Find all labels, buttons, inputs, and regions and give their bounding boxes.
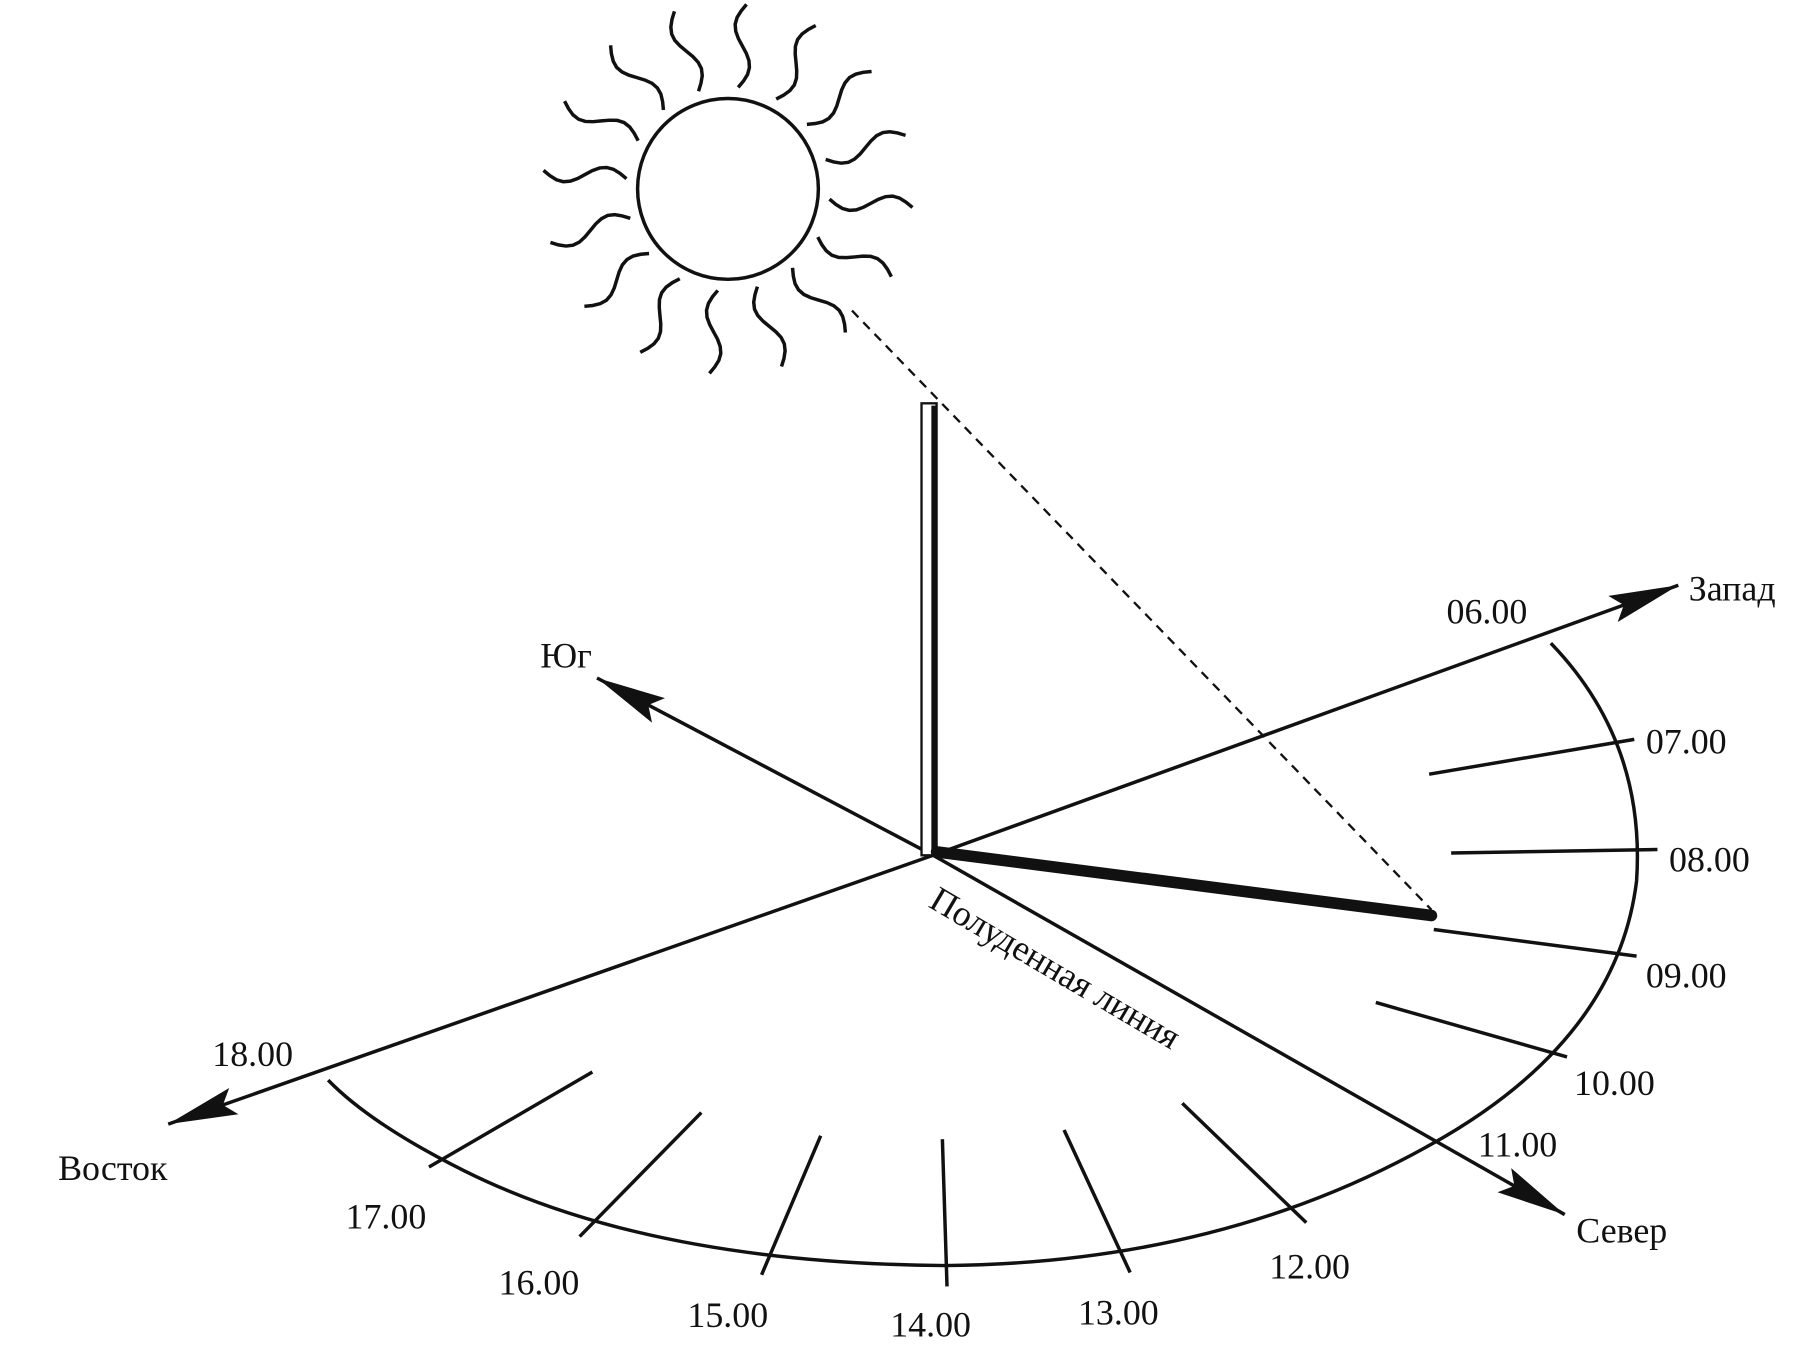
hour-tick — [1375, 1000, 1568, 1059]
gnomon-shadow — [930, 846, 1438, 922]
sun-ray — [733, 3, 752, 89]
hour-tick — [1433, 927, 1637, 958]
direction-label: Север — [1576, 1210, 1667, 1250]
sun-ray — [816, 236, 893, 278]
hour-label: 12.00 — [1269, 1246, 1350, 1286]
hour-label: 08.00 — [1669, 840, 1750, 880]
hour-tick — [428, 1070, 594, 1169]
hour-label: 17.00 — [346, 1196, 427, 1236]
hour-tick — [759, 1135, 823, 1276]
sun-ray — [775, 23, 817, 101]
hour-label: 14.00 — [890, 1304, 971, 1344]
hour-label: 16.00 — [499, 1263, 580, 1303]
noon-line-label: Полуденная линия — [923, 879, 1187, 1057]
direction-label: Юг — [540, 636, 592, 676]
hour-tick — [1181, 1102, 1308, 1224]
sun-disc — [635, 96, 821, 282]
direction-label: Восток — [58, 1148, 168, 1188]
hour-label: 11.00 — [1478, 1125, 1557, 1165]
sun-ray — [790, 267, 848, 333]
sun-ray — [751, 286, 787, 367]
sun-ray — [608, 45, 666, 111]
hour-tick — [1062, 1129, 1132, 1274]
hour-label: 07.00 — [1646, 721, 1727, 761]
north-axis — [932, 853, 1566, 1217]
hour-label: 06.00 — [1447, 592, 1528, 632]
hour-label: 10.00 — [1574, 1063, 1655, 1103]
east-axis — [167, 853, 934, 1126]
south-axis — [596, 676, 934, 857]
hour-label: 09.00 — [1646, 955, 1727, 995]
sun-ray — [828, 194, 914, 213]
hour-tick — [1428, 737, 1635, 776]
dial-arc — [326, 642, 1640, 1268]
sun-ray — [669, 10, 705, 92]
sun-ray — [563, 100, 640, 142]
hour-tick — [1451, 847, 1658, 855]
sun-ray — [584, 251, 650, 309]
sun-ray-dashed — [851, 309, 1433, 911]
sun-ray — [542, 165, 628, 184]
sun-ray — [806, 69, 872, 127]
west-axis — [932, 583, 1679, 857]
sun — [542, 3, 914, 375]
hour-label: 15.00 — [687, 1295, 768, 1335]
sun-ray — [704, 289, 723, 375]
hour-tick — [940, 1139, 949, 1287]
direction-label: Запад — [1689, 568, 1776, 608]
hour-label: 18.00 — [212, 1034, 293, 1074]
sun-ray — [549, 212, 631, 248]
sun-ray — [639, 277, 681, 354]
hour-label: 13.00 — [1078, 1293, 1159, 1333]
sun-ray — [825, 130, 907, 165]
hour-ticks — [428, 737, 1658, 1287]
hour-tick — [578, 1111, 703, 1238]
